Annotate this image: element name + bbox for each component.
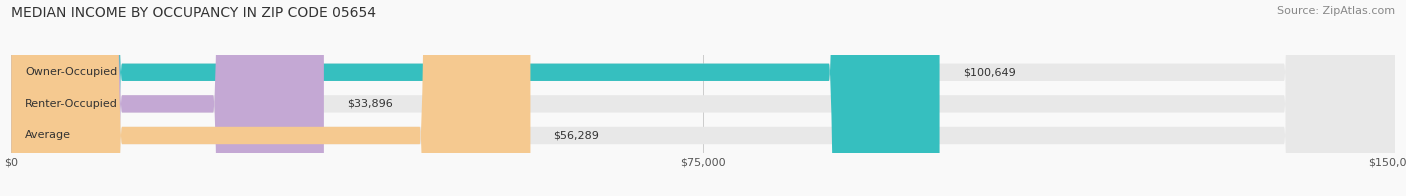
Text: $56,289: $56,289 xyxy=(554,131,599,141)
FancyBboxPatch shape xyxy=(11,0,530,196)
Text: $100,649: $100,649 xyxy=(963,67,1015,77)
FancyBboxPatch shape xyxy=(11,0,1395,196)
FancyBboxPatch shape xyxy=(11,0,323,196)
Text: $33,896: $33,896 xyxy=(347,99,392,109)
Text: Source: ZipAtlas.com: Source: ZipAtlas.com xyxy=(1277,6,1395,16)
Text: Average: Average xyxy=(25,131,72,141)
FancyBboxPatch shape xyxy=(11,0,1395,196)
FancyBboxPatch shape xyxy=(11,0,1395,196)
FancyBboxPatch shape xyxy=(11,0,939,196)
Text: MEDIAN INCOME BY OCCUPANCY IN ZIP CODE 05654: MEDIAN INCOME BY OCCUPANCY IN ZIP CODE 0… xyxy=(11,6,377,20)
Text: Owner-Occupied: Owner-Occupied xyxy=(25,67,117,77)
Text: Renter-Occupied: Renter-Occupied xyxy=(25,99,118,109)
